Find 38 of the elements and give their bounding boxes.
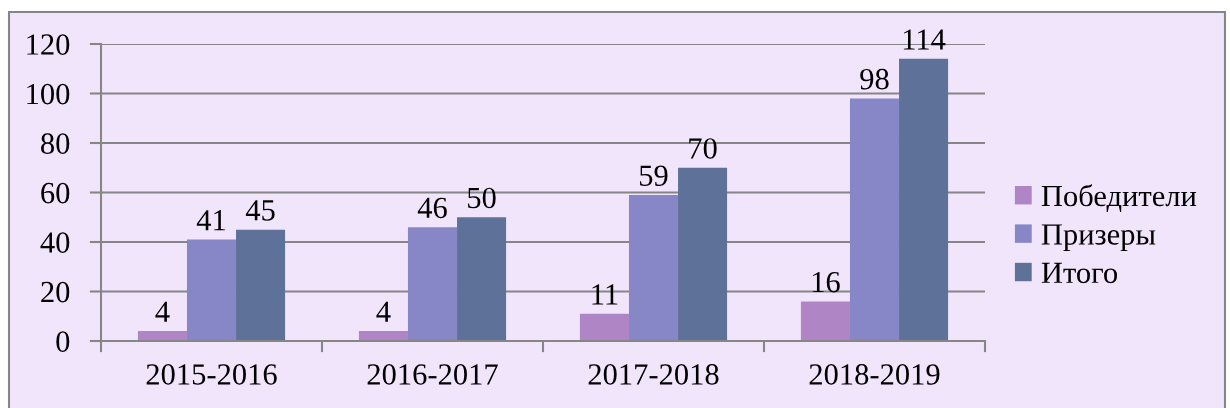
data-label: 50 (468, 187, 496, 209)
y-tick-label: 100 (27, 83, 70, 105)
data-label: 4 (376, 301, 391, 322)
x-tick-label: 2016-2017 (367, 364, 498, 385)
data-label: 114 (903, 29, 946, 50)
bar (358, 331, 408, 341)
bar (628, 194, 679, 341)
bar (407, 227, 458, 341)
data-label: 59 (640, 165, 668, 186)
bar (800, 301, 850, 341)
data-label: 11 (592, 284, 618, 305)
legend-label: Призеры (1041, 224, 1156, 251)
bar (137, 331, 187, 341)
bar (678, 167, 728, 341)
bar (236, 229, 286, 341)
legend-label: Итого (1041, 262, 1118, 284)
y-tick-label: 40 (40, 232, 70, 253)
data-label: 98 (860, 68, 889, 90)
y-tick-label: 0 (56, 331, 70, 352)
y-tick-label: 20 (41, 281, 70, 303)
bar (186, 239, 237, 341)
data-label: 46 (417, 197, 447, 219)
bar (457, 217, 507, 341)
legend-label: Победители (1041, 184, 1197, 212)
x-tick-label: 2015-2016 (146, 364, 277, 385)
y-tick-label: 120 (27, 34, 70, 55)
y-tick-label: 60 (41, 182, 70, 204)
bar (579, 313, 629, 341)
data-label: 45 (245, 200, 275, 221)
x-tick-label: 2017-2018 (588, 364, 719, 385)
y-tick-label: 80 (41, 133, 70, 154)
bar (899, 58, 949, 341)
x-tick-label: 2018-2019 (809, 364, 940, 385)
data-label: 4 (155, 301, 170, 322)
data-label: 16 (812, 271, 840, 293)
data-label: 70 (689, 138, 717, 159)
bar (849, 98, 900, 341)
data-label: 41 (196, 210, 225, 231)
